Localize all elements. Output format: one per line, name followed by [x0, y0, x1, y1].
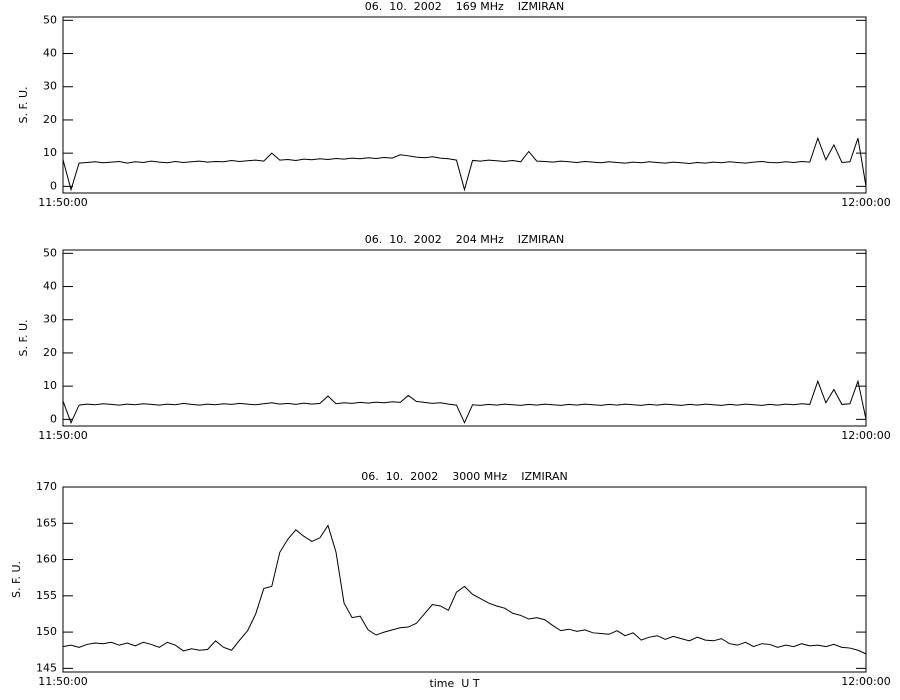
y-tick-label: 150: [36, 625, 57, 638]
data-line: [62, 379, 867, 424]
plot-frame: [62, 249, 867, 427]
y-tick-label: 160: [36, 553, 57, 566]
chart-title: 06. 10. 2002 169 MHz IZMIRAN: [365, 0, 564, 13]
y-tick-label: 0: [50, 179, 57, 192]
data-line: [62, 524, 867, 655]
y-axis-label: S. F. U.: [10, 561, 23, 598]
y-tick-label: 10: [43, 146, 57, 159]
y-tick-label: 40: [43, 280, 57, 293]
x-axis-label: time U T: [429, 677, 479, 690]
x-tick-label: 12:00:00: [841, 196, 890, 209]
y-tick-label: 30: [43, 80, 57, 93]
x-tick-label: 12:00:00: [841, 675, 890, 688]
y-tick-label: 50: [43, 13, 57, 26]
y-tick-label: 50: [43, 246, 57, 259]
y-tick-label: 155: [36, 589, 57, 602]
data-line: [62, 136, 867, 192]
y-tick-label: 40: [43, 47, 57, 60]
y-tick-label: 20: [43, 346, 57, 359]
chart-title: 06. 10. 2002 204 MHz IZMIRAN: [365, 233, 564, 246]
chart-title: 06. 10. 2002 3000 MHz IZMIRAN: [361, 470, 567, 483]
y-tick-label: 0: [50, 412, 57, 425]
y-axis-label: S. F. U.: [17, 86, 30, 123]
y-tick-label: 20: [43, 113, 57, 126]
plot-frame: [62, 486, 867, 673]
y-tick-label: 145: [36, 661, 57, 674]
x-tick-label: 11:50:00: [38, 429, 87, 442]
x-tick-label: 11:50:00: [38, 675, 87, 688]
y-tick-label: 170: [36, 480, 57, 493]
x-tick-label: 12:00:00: [841, 429, 890, 442]
y-axis-label: S. F. U.: [17, 319, 30, 356]
y-tick-label: 30: [43, 313, 57, 326]
x-tick-label: 11:50:00: [38, 196, 87, 209]
y-tick-label: 165: [36, 516, 57, 529]
plot-frame: [62, 16, 867, 194]
y-tick-label: 10: [43, 379, 57, 392]
